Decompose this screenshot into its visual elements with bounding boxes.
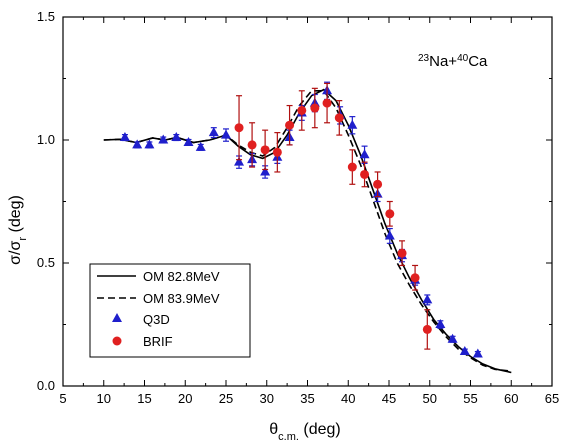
axis-ticks: 5 10 15 20 25 30 35 40 45 50 55 60 65 0.0 0.5 1.0 1.5	[37, 9, 559, 406]
x-tick-label: 25	[219, 391, 233, 406]
data-point-circle	[234, 123, 244, 133]
data-point-triangle	[359, 149, 370, 159]
data-point-circle	[397, 248, 407, 258]
legend-box	[89, 263, 251, 358]
x-axis-label-unit: (deg)	[299, 421, 341, 438]
x-tick-label: 55	[463, 391, 477, 406]
data-point-circle	[373, 179, 383, 189]
y-axis-label-unit: (deg)	[7, 195, 24, 237]
data-point-triangle	[384, 230, 395, 240]
data-point-circle	[297, 105, 307, 115]
series-layer	[103, 81, 512, 374]
annotation-base2: Ca	[468, 53, 488, 70]
x-tick-label: 50	[423, 391, 437, 406]
data-point-triangle	[144, 139, 155, 149]
x-tick-label: 45	[382, 391, 396, 406]
data-point-circle	[347, 162, 357, 172]
data-point-circle	[360, 169, 370, 179]
y-axis-label: σ/σr (deg)	[7, 195, 29, 265]
y-tick-label: 1.5	[37, 9, 55, 24]
legend-marker-circle	[112, 336, 122, 346]
data-point-triangle	[195, 141, 206, 151]
legend: OM 82.8MeV OM 83.9MeV Q3D BRIF	[89, 263, 251, 358]
data-point-triangle	[447, 333, 458, 343]
x-tick-label: 35	[300, 391, 314, 406]
y-axis-label-main: σ/σ	[7, 241, 24, 265]
series-brif	[234, 82, 432, 350]
reaction-annotation: 23Na+40Ca	[418, 53, 488, 71]
x-tick-label: 40	[341, 391, 355, 406]
x-tick-label: 5	[59, 391, 66, 406]
data-point-triangle	[208, 127, 219, 137]
x-tick-label: 10	[97, 391, 111, 406]
data-point-triangle	[132, 139, 143, 149]
data-point-triangle	[435, 319, 446, 328]
x-tick-label: 30	[260, 391, 274, 406]
data-point-circle	[322, 98, 332, 108]
y-tick-label: 0.5	[37, 255, 55, 270]
data-point-triangle	[260, 166, 271, 176]
data-point-circle	[385, 209, 395, 219]
x-tick-label: 20	[178, 391, 192, 406]
data-point-triangle	[221, 129, 231, 139]
legend-label-q3d: Q3D	[143, 312, 170, 327]
x-tick-label: 15	[137, 391, 151, 406]
data-point-circle	[260, 145, 270, 155]
legend-label-brif: BRIF	[143, 334, 173, 349]
data-point-circle	[334, 113, 344, 123]
annotation-sup1: 23	[418, 53, 430, 64]
data-point-triangle	[183, 136, 194, 146]
x-axis-label-main: θ	[269, 421, 278, 438]
x-tick-label: 65	[545, 391, 559, 406]
data-point-triangle	[459, 346, 470, 356]
x-axis-label-sub: c.m.	[278, 431, 299, 443]
data-point-triangle	[171, 132, 182, 142]
legend-marker-triangle	[112, 313, 122, 322]
data-point-triangle	[347, 119, 358, 129]
data-point-circle	[410, 273, 420, 283]
y-tick-label: 0.0	[37, 378, 55, 393]
data-point-circle	[285, 120, 295, 130]
data-point-circle	[247, 140, 257, 150]
data-point-triangle	[234, 156, 245, 166]
data-point-circle	[272, 147, 282, 157]
data-point-triangle	[422, 294, 433, 304]
annotation-base1: Na+	[429, 53, 457, 70]
data-point-triangle	[119, 132, 130, 142]
data-point-triangle	[472, 348, 483, 358]
series-om-83-9mev	[103, 90, 512, 372]
x-axis-label: θc.m. (deg)	[269, 421, 340, 443]
annotation-sup2: 40	[457, 53, 469, 64]
data-point-triangle	[158, 134, 169, 144]
y-axis-label-sub: r	[17, 237, 29, 241]
y-tick-label: 1.0	[37, 132, 55, 147]
series-line	[103, 90, 512, 372]
data-point-circle	[310, 103, 320, 113]
x-tick-label: 60	[504, 391, 518, 406]
data-point-circle	[422, 324, 432, 334]
legend-label-om-82-8: OM 82.8MeV	[143, 269, 220, 284]
legend-label-om-83-9: OM 83.9MeV	[143, 291, 220, 306]
